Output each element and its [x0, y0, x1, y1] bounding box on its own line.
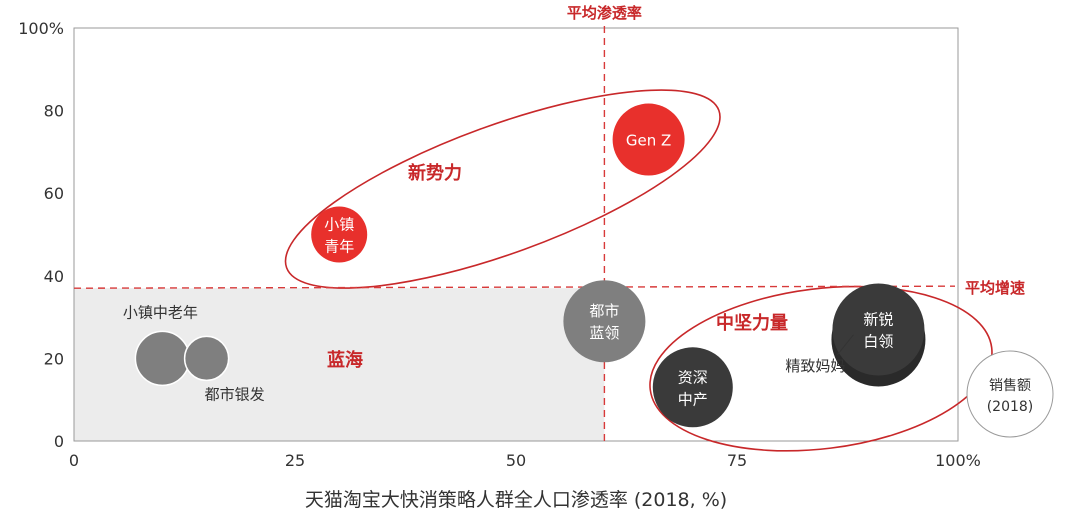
y-tick-label: 100% [18, 19, 64, 38]
legend-label-line2: (2018) [987, 399, 1034, 415]
avg-penetration-label: 平均渗透率 [567, 4, 642, 22]
blue-ocean-group-label: 蓝海 [327, 349, 363, 371]
bubble-label: 白领 [863, 332, 893, 350]
new-force-group-label: 新势力 [408, 162, 462, 184]
bubble-label: 都市银发 [205, 385, 265, 403]
bubble [832, 283, 925, 376]
x-tick-label: 75 [727, 451, 747, 470]
y-axis-ticks: 0 20 40 60 80 100% [18, 19, 64, 451]
bubble-label: 蓝领 [589, 324, 619, 342]
core-force-group-label: 中坚力量 [716, 312, 788, 334]
x-axis-ticks: 0 25 50 75 100% [69, 451, 981, 470]
bubble [563, 280, 646, 363]
core-force-ellipse [649, 285, 993, 452]
y-tick-label: 20 [44, 349, 64, 368]
avg-growth-label: 平均增速 [965, 279, 1025, 297]
bubble [311, 206, 368, 263]
bubble-label: 都市 [589, 302, 619, 320]
x-axis-label: 天猫淘宝大快消策略人群全人口渗透率 (2018, %) [305, 489, 727, 511]
bubble-label: 小镇中老年 [123, 303, 198, 321]
legend: 销售额 (2018) [966, 350, 1054, 438]
new-force-ellipse [284, 89, 721, 289]
x-tick-label: 50 [506, 451, 526, 470]
bubble-label: 小镇 [324, 216, 354, 234]
bubble [652, 347, 733, 428]
bubble-label: 新锐 [863, 310, 893, 328]
x-tick-label: 100% [935, 451, 981, 470]
x-tick-label: 0 [69, 451, 79, 470]
bubble-label: 青年 [324, 238, 354, 256]
bubble [612, 103, 685, 176]
legend-circle [966, 350, 1054, 438]
bubble [134, 330, 191, 387]
y-tick-label: 40 [44, 267, 64, 286]
bubble [183, 335, 230, 382]
avg-growth-line [73, 285, 956, 289]
bubble-label: 精致妈妈 [785, 357, 845, 375]
bubble-label: 资深 [678, 368, 708, 386]
x-tick-label: 25 [285, 451, 305, 470]
bubble-label: Gen Z [626, 132, 671, 150]
leader-line [837, 334, 854, 356]
plot-frame [73, 27, 959, 442]
y-tick-label: 0 [54, 432, 64, 451]
y-tick-label: 80 [44, 102, 64, 121]
bubble-label: 中产 [678, 390, 708, 408]
legend-label-line1: 销售额 [989, 378, 1031, 394]
y-tick-label: 60 [44, 184, 64, 203]
